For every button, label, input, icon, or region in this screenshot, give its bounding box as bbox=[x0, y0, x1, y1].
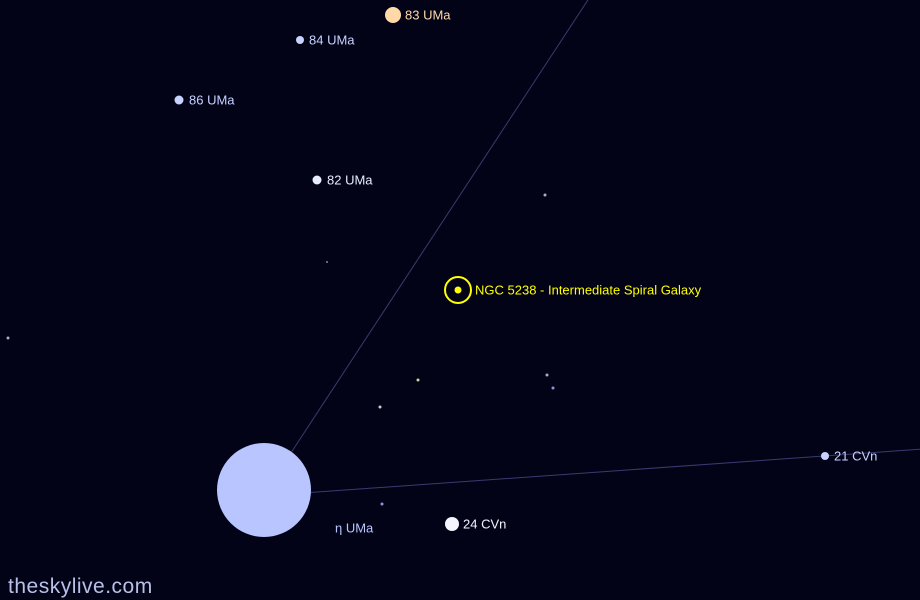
star-label-82-uma: 82 UMa bbox=[327, 173, 373, 188]
faint-star bbox=[381, 503, 384, 506]
faint-star bbox=[326, 261, 328, 263]
faint-star bbox=[546, 374, 549, 377]
star-24-cvn bbox=[445, 517, 459, 531]
target-marker-dot bbox=[455, 287, 462, 294]
faint-star bbox=[544, 194, 547, 197]
star-84-uma bbox=[296, 36, 304, 44]
star-label-21-cvn: 21 CVn bbox=[834, 449, 877, 464]
target-label: NGC 5238 - Intermediate Spiral Galaxy bbox=[475, 283, 701, 298]
faint-star bbox=[7, 337, 10, 340]
star-label-84-uma: 84 UMa bbox=[309, 33, 355, 48]
star-86-uma bbox=[175, 96, 184, 105]
faint-star bbox=[379, 406, 382, 409]
star-label-83-uma: 83 UMa bbox=[405, 8, 451, 23]
watermark: theskylive.com bbox=[8, 575, 153, 599]
faint-star bbox=[417, 379, 420, 382]
star-chart: 83 UMa 84 UMa 86 UMa 82 UMa η UMa 24 CVn… bbox=[0, 0, 920, 600]
star-21-cvn bbox=[821, 452, 829, 460]
star-83-uma bbox=[385, 7, 401, 23]
star-eta-uma bbox=[217, 443, 311, 537]
star-82-uma bbox=[313, 176, 322, 185]
faint-star bbox=[552, 387, 555, 390]
star-label-86-uma: 86 UMa bbox=[189, 93, 235, 108]
constellation-line bbox=[266, 0, 608, 491]
star-label-eta-uma: η UMa bbox=[335, 521, 373, 536]
star-label-24-cvn: 24 CVn bbox=[463, 517, 506, 532]
